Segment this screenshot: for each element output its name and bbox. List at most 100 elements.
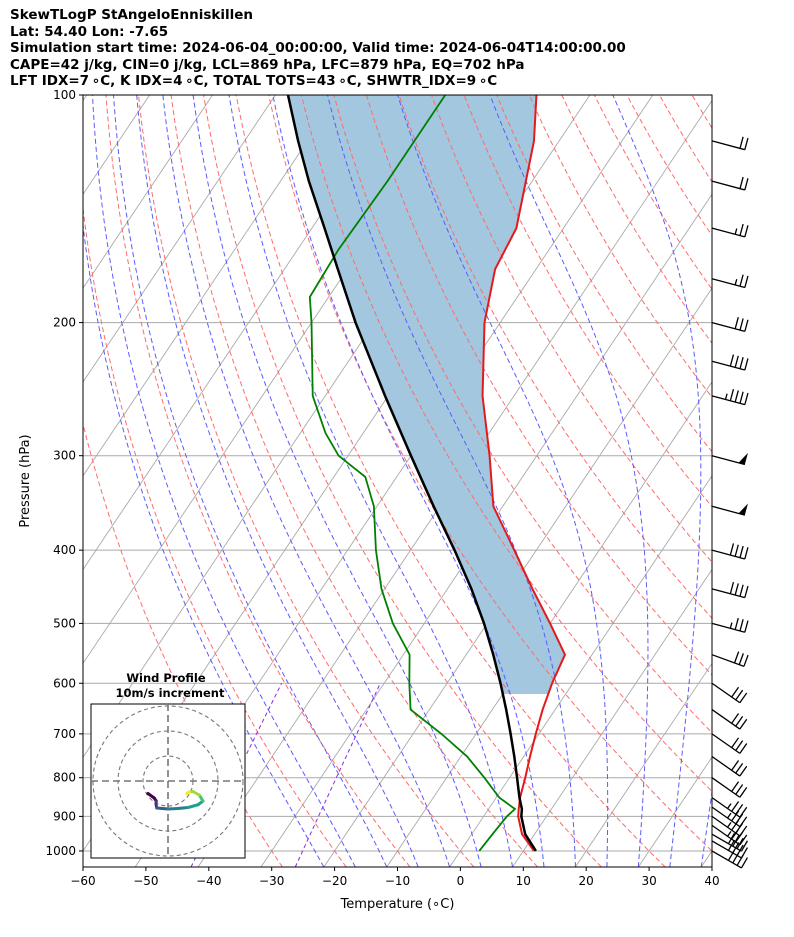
barb-flag: [731, 686, 740, 698]
barb-flag: [739, 834, 748, 846]
barb-flag: [744, 585, 749, 598]
wind-barb: [711, 651, 749, 667]
barb-pennant: [738, 503, 748, 516]
chart-header: SkewTLogP StAngeloEnniskillen Lat: 54.40…: [10, 7, 626, 90]
wind-barb: [711, 317, 749, 333]
barb-staff: [711, 588, 746, 599]
barb-flag: [739, 718, 748, 730]
isotherm--90: [83, 95, 402, 571]
barb-flag: [734, 355, 739, 368]
barb-flag: [739, 584, 744, 597]
barb-flag: [734, 390, 739, 403]
barb-flag: [744, 620, 749, 633]
barb-flag: [739, 743, 748, 754]
barb-flag: [729, 354, 735, 367]
wind-barb: [711, 709, 748, 730]
barb-flag: [744, 319, 749, 332]
hodograph-segment: [176, 806, 190, 810]
barb-half-flag: [727, 812, 732, 819]
y-tick-label: 200: [53, 316, 76, 330]
barb-half-flag: [729, 622, 733, 629]
x-tick-label: 30: [641, 874, 656, 888]
wind-profile-inset: Wind Profile 10m/s increment: [90, 671, 246, 859]
barb-staff: [711, 360, 746, 371]
wind-barb: [711, 354, 749, 371]
isotherm--10: [386, 381, 712, 867]
barb-flag: [744, 225, 749, 238]
wind-barb: [711, 581, 749, 599]
barb-staff: [711, 755, 741, 777]
y-axis-ticks: 100 200 300 400 500 600 700 800 900 1000: [45, 88, 83, 858]
x-axis-label: Temperature (∘C): [340, 897, 455, 912]
wind-barb: [711, 755, 748, 777]
barb-flag: [739, 806, 748, 818]
dry-adiabat: [365, 95, 712, 676]
moist-adiabat: [92, 95, 356, 867]
barb-staff: [711, 833, 742, 852]
dry-adiabat: [83, 422, 283, 867]
dry-adiabat: [496, 95, 712, 453]
barb-flag: [739, 391, 744, 404]
barb-staff: [711, 455, 746, 466]
moist-adiabat: [228, 95, 514, 867]
barb-flag: [739, 176, 744, 189]
hodograph-segment: [166, 807, 180, 811]
barb-staff: [711, 733, 741, 754]
barb-flag: [735, 715, 744, 727]
y-tick-label: 900: [53, 809, 76, 823]
barb-flag: [731, 713, 740, 724]
x-tick-label: −20: [322, 874, 347, 888]
mixing-ratio-line: [190, 683, 283, 867]
barb-flag: [744, 178, 749, 191]
barb-flag: [734, 317, 739, 329]
barb-staff: [711, 278, 746, 289]
isotherm-20: [575, 662, 712, 867]
parcel-line: [286, 95, 537, 852]
barb-staff: [711, 395, 746, 406]
dry-adiabat: [170, 95, 538, 867]
moist-adiabats: [83, 95, 712, 867]
wind-barb: [711, 452, 748, 466]
barb-staff: [711, 815, 741, 837]
cape-fill: [287, 95, 565, 695]
x-tick-label: 0: [457, 874, 465, 888]
barb-flag: [739, 692, 748, 704]
barb-half-flag: [727, 830, 732, 837]
inset-subtitle: 10m/s increment: [116, 686, 225, 700]
barb-flag: [739, 318, 744, 331]
barb-half-flag: [727, 803, 732, 809]
mixing-ratio-line: [294, 683, 381, 867]
barb-staff: [711, 549, 746, 560]
dry-adiabat: [138, 95, 475, 867]
dry-adiabats: [83, 95, 712, 867]
isotherm-10: [512, 568, 712, 867]
barb-flag: [735, 689, 744, 701]
x-tick-label: −10: [385, 874, 410, 888]
isotherm--110: [83, 95, 276, 383]
inset-rings: [91, 704, 245, 858]
x-tick-label: −40: [196, 874, 221, 888]
barb-flag: [744, 275, 749, 288]
wind-barb: [711, 797, 748, 818]
wind-barb: [711, 849, 749, 869]
dry-adiabat: [300, 95, 712, 793]
x-tick-label: −30: [259, 874, 284, 888]
hodograph-segment: [185, 790, 191, 795]
simulation-times: Simulation start time: 2024-06-04_00:00:…: [10, 40, 626, 56]
isotherm--120: [83, 95, 213, 289]
wind-barb: [711, 136, 749, 151]
isotherm--30: [260, 193, 712, 867]
dry-adiabat: [333, 95, 712, 734]
barb-flag: [729, 543, 735, 556]
y-axis-label: Pressure (hPa): [18, 434, 33, 527]
barb-flag: [735, 784, 744, 795]
isotherm--20: [323, 287, 712, 867]
barb-flag: [731, 760, 740, 771]
moist-adiabat: [162, 95, 451, 867]
barb-flag: [744, 358, 749, 371]
barb-flag: [734, 617, 739, 630]
barb-flag: [734, 583, 739, 596]
y-tick-label: 800: [53, 771, 76, 785]
barb-flag: [729, 388, 735, 401]
barb-flag: [740, 847, 749, 859]
